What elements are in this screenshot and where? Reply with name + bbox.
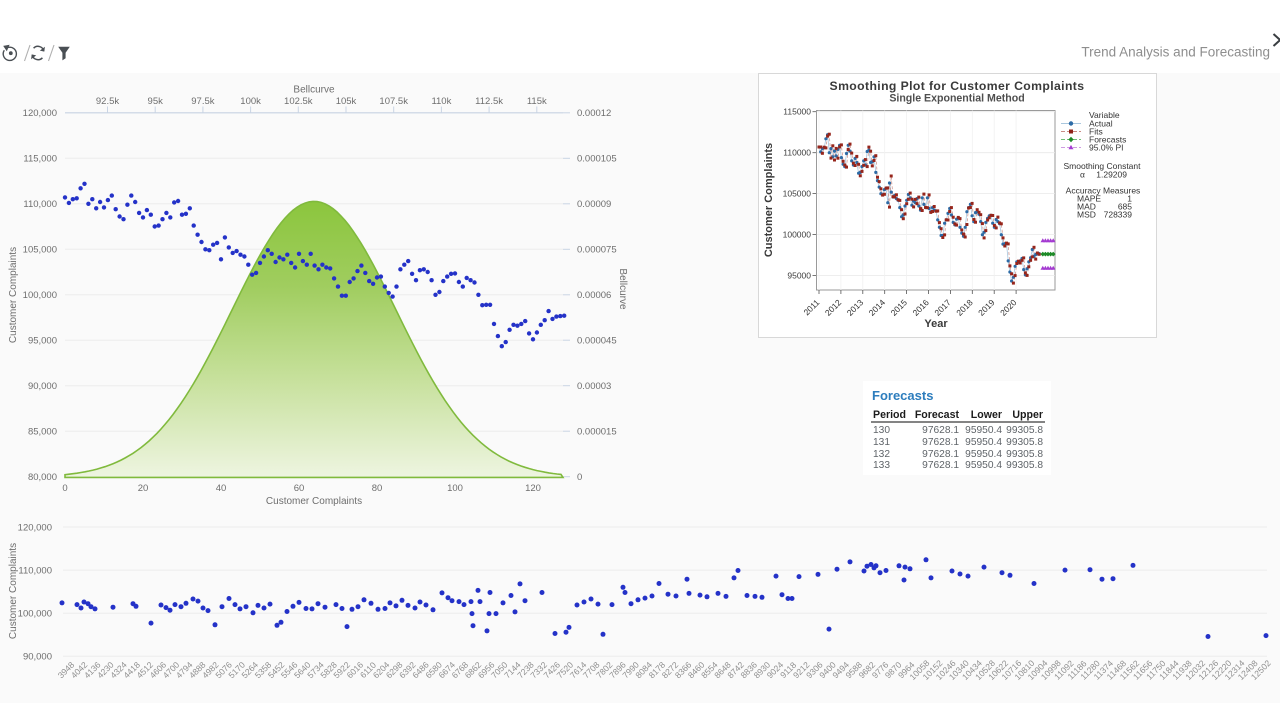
svg-text:95,000: 95,000 xyxy=(28,336,57,347)
svg-text:90,000: 90,000 xyxy=(23,652,52,663)
svg-text:0.000075: 0.000075 xyxy=(577,245,617,256)
svg-text:95k: 95k xyxy=(148,96,164,107)
svg-text:0.00009: 0.00009 xyxy=(577,199,611,210)
svg-text:120,000: 120,000 xyxy=(18,522,52,533)
svg-text:Variable: Variable xyxy=(1089,110,1120,120)
svg-text:95950.4: 95950.4 xyxy=(965,460,1002,471)
svg-text:110k: 110k xyxy=(431,96,451,107)
svg-text:Smoothing Constant: Smoothing Constant xyxy=(1063,161,1141,171)
svg-text:120,000: 120,000 xyxy=(23,108,57,119)
svg-text:728339: 728339 xyxy=(1104,210,1133,220)
svg-text:Forecasts: Forecasts xyxy=(872,388,933,403)
svg-text:115k: 115k xyxy=(527,96,547,107)
svg-text:Period: Period xyxy=(873,409,906,421)
svg-text:0.000045: 0.000045 xyxy=(577,336,617,347)
svg-text:95950.4: 95950.4 xyxy=(965,449,1002,460)
svg-text:100,000: 100,000 xyxy=(18,609,52,620)
svg-text:MAPE: MAPE xyxy=(1077,194,1101,204)
svg-text:20: 20 xyxy=(138,483,149,494)
svg-text:0.00003: 0.00003 xyxy=(577,381,611,392)
svg-text:685: 685 xyxy=(1118,202,1132,212)
svg-text:Accuracy Measures: Accuracy Measures xyxy=(1066,186,1141,196)
svg-text:80: 80 xyxy=(372,483,383,494)
svg-text:85,000: 85,000 xyxy=(28,427,57,438)
svg-text:105000: 105000 xyxy=(783,189,812,199)
svg-text:95950.4: 95950.4 xyxy=(965,425,1002,436)
svg-text:0.00006: 0.00006 xyxy=(577,290,611,301)
svg-text:Bellcurve: Bellcurve xyxy=(617,268,628,310)
svg-text:Forecasts: Forecasts xyxy=(1089,135,1126,145)
svg-text:107.5k: 107.5k xyxy=(379,96,408,107)
svg-text:132: 132 xyxy=(873,449,890,460)
svg-text:115,000: 115,000 xyxy=(23,154,57,165)
svg-text:99305.8: 99305.8 xyxy=(1006,425,1043,436)
svg-text:131: 131 xyxy=(873,437,890,448)
svg-text:100: 100 xyxy=(447,483,463,494)
svg-text:Smoothing Plot for Customer Co: Smoothing Plot for Customer Complaints xyxy=(830,79,1085,93)
svg-text:60: 60 xyxy=(294,483,305,494)
svg-text:40: 40 xyxy=(216,483,227,494)
svg-text:1: 1 xyxy=(1127,194,1132,204)
svg-text:100k: 100k xyxy=(240,96,261,107)
svg-text:0.00012: 0.00012 xyxy=(577,108,611,119)
svg-text:Actual: Actual xyxy=(1089,119,1113,129)
svg-text:Customer Complaints: Customer Complaints xyxy=(8,543,19,639)
svg-text:95.0% PI: 95.0% PI xyxy=(1089,143,1124,153)
svg-text:100000: 100000 xyxy=(783,230,812,240)
svg-text:Trend Analysis and Forecasting: Trend Analysis and Forecasting xyxy=(1081,45,1270,60)
svg-text:Single Exponential Method: Single Exponential Method xyxy=(889,93,1024,105)
svg-text:0.000015: 0.000015 xyxy=(577,427,617,438)
svg-text:MSD: MSD xyxy=(1077,210,1096,220)
svg-text:99305.8: 99305.8 xyxy=(1006,460,1043,471)
svg-text:112.5k: 112.5k xyxy=(475,96,503,107)
svg-text:130: 130 xyxy=(873,425,890,436)
svg-text:133: 133 xyxy=(873,460,890,471)
svg-text:0: 0 xyxy=(62,483,67,494)
svg-text:110000: 110000 xyxy=(783,148,811,158)
svg-text:Customer Complaints: Customer Complaints xyxy=(8,247,19,343)
svg-text:Upper: Upper xyxy=(1012,409,1043,421)
svg-text:MAD: MAD xyxy=(1077,202,1096,212)
svg-text:Year: Year xyxy=(924,318,948,330)
svg-text:0: 0 xyxy=(577,472,582,483)
svg-text:Customer Complaints: Customer Complaints xyxy=(763,143,775,257)
svg-text:Customer Complaints: Customer Complaints xyxy=(266,496,362,507)
svg-text:95950.4: 95950.4 xyxy=(965,437,1002,448)
svg-text:0.000105: 0.000105 xyxy=(577,154,617,165)
svg-text:99305.8: 99305.8 xyxy=(1006,437,1043,448)
svg-text:99305.8: 99305.8 xyxy=(1006,449,1043,460)
svg-text:80,000: 80,000 xyxy=(28,472,57,483)
svg-text:Lower: Lower xyxy=(971,409,1002,421)
svg-text:92.5k: 92.5k xyxy=(96,96,119,107)
svg-text:90,000: 90,000 xyxy=(28,381,57,392)
svg-text:Forecast: Forecast xyxy=(915,409,960,421)
svg-text:120: 120 xyxy=(525,483,541,494)
svg-text:97628.1: 97628.1 xyxy=(922,437,959,448)
svg-text:110,000: 110,000 xyxy=(18,566,52,577)
svg-text:97628.1: 97628.1 xyxy=(922,460,959,471)
svg-text:97628.1: 97628.1 xyxy=(922,425,959,436)
svg-text:100,000: 100,000 xyxy=(23,290,57,301)
svg-text:97628.1: 97628.1 xyxy=(922,449,959,460)
svg-text:110,000: 110,000 xyxy=(23,199,57,210)
svg-text:102.5k: 102.5k xyxy=(284,96,313,107)
svg-text:Bellcurve: Bellcurve xyxy=(293,85,335,96)
svg-text:Fits: Fits xyxy=(1089,127,1103,137)
svg-text:105k: 105k xyxy=(336,96,357,107)
svg-text:97.5k: 97.5k xyxy=(191,96,214,107)
svg-text:115000: 115000 xyxy=(783,107,811,117)
svg-text:1.29209: 1.29209 xyxy=(1096,170,1127,180)
svg-text:α: α xyxy=(1080,170,1085,180)
svg-text:95000: 95000 xyxy=(787,271,811,281)
svg-text:105,000: 105,000 xyxy=(23,245,57,256)
